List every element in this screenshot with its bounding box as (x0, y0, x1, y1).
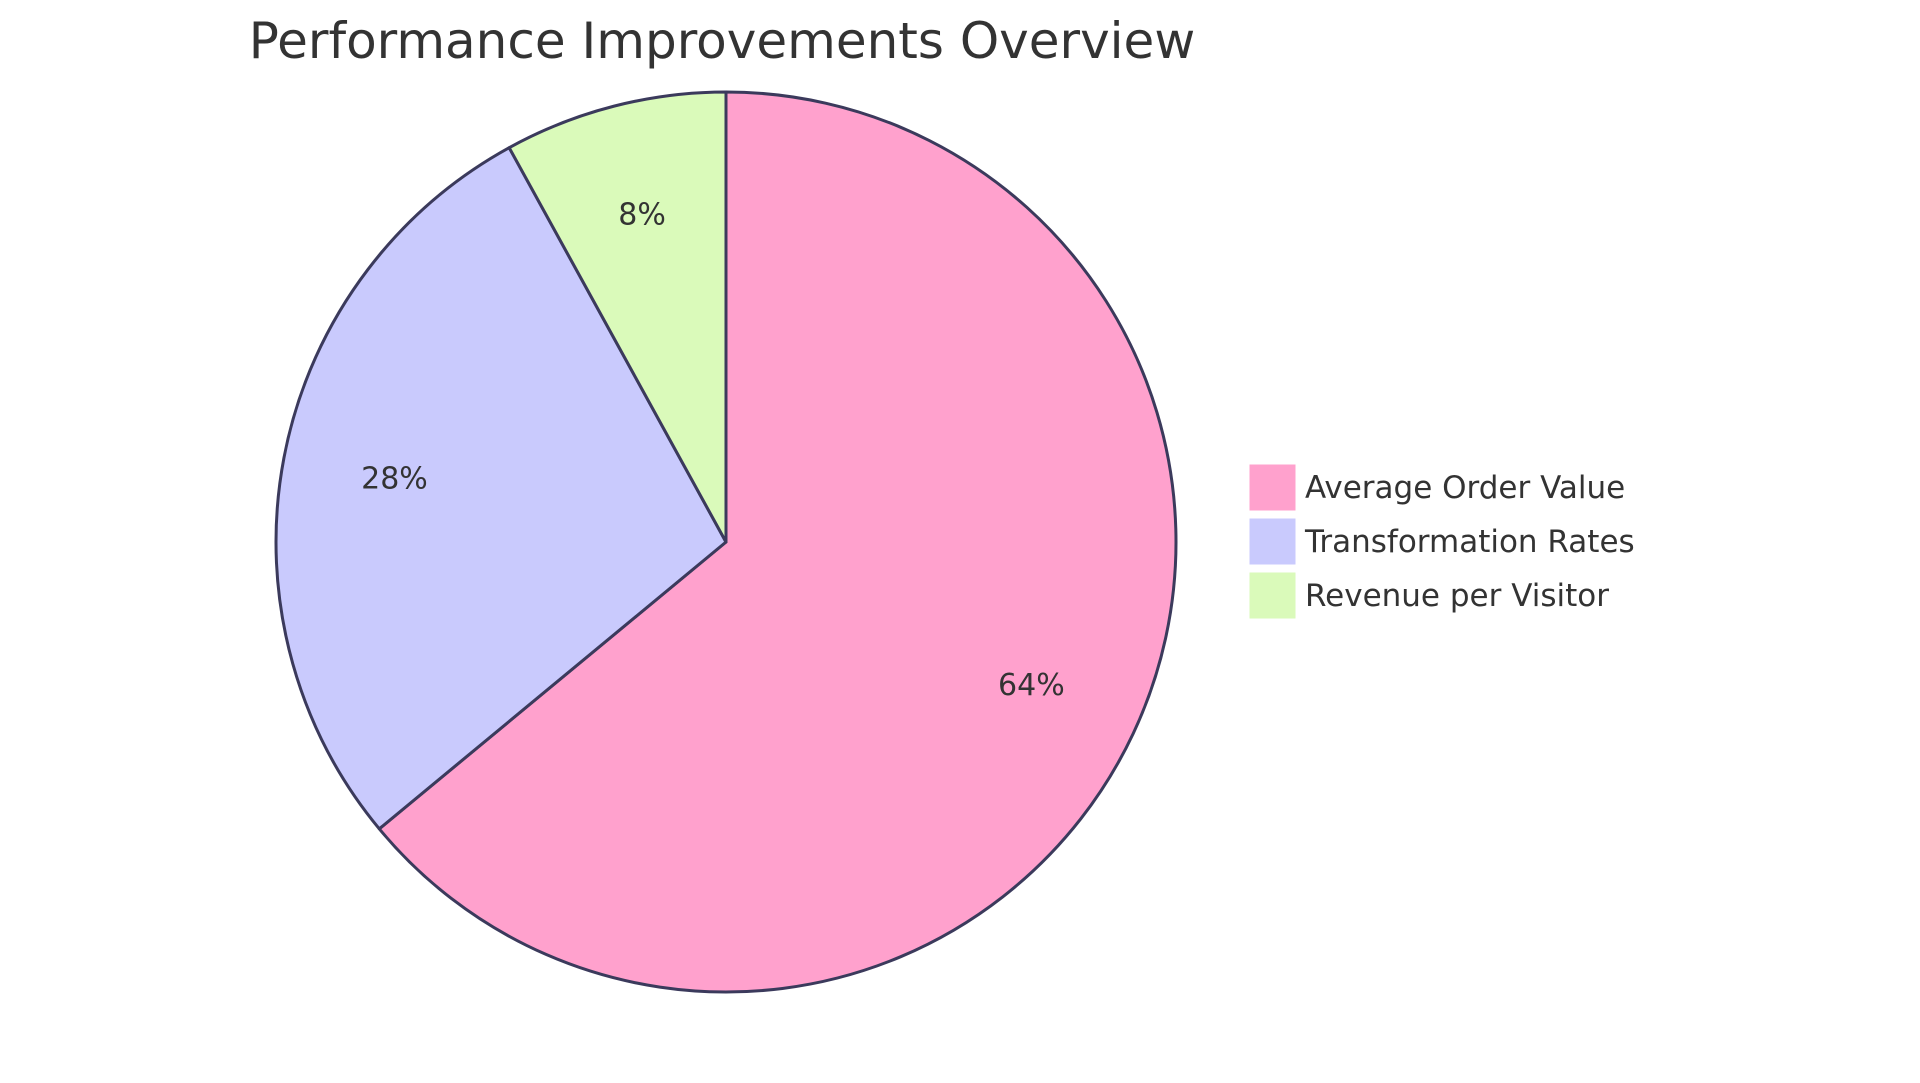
legend-label-transformation-rates: Transformation Rates (1304, 524, 1635, 560)
legend-swatch-transformation-rates (1249, 518, 1296, 565)
legend: Average Order Value Transformation Rates R… (1249, 464, 1635, 619)
pie-slices (274, 90, 1178, 994)
pie-slice-transformation-rates (274, 146, 728, 831)
chart-title: Performance Improvements Overview (249, 12, 1195, 70)
pie-slice-average-order-value (377, 90, 1178, 994)
slice-label-average-order-value: 64% (998, 668, 1065, 703)
legend-label-revenue-per-visitor: Revenue per Visitor (1305, 578, 1609, 614)
legend-swatch-revenue-per-visitor (1249, 572, 1296, 619)
pie-slice-revenue-per-visitor (507, 90, 728, 544)
slice-label-transformation-rates: 28% (361, 461, 428, 496)
legend-label-average-order-value: Average Order Value (1305, 470, 1625, 506)
pie-slice-labels: 64% 28% 8% (361, 198, 1065, 704)
slice-label-revenue-per-visitor: 8% (618, 198, 666, 233)
legend-swatch-average-order-value (1249, 464, 1296, 511)
